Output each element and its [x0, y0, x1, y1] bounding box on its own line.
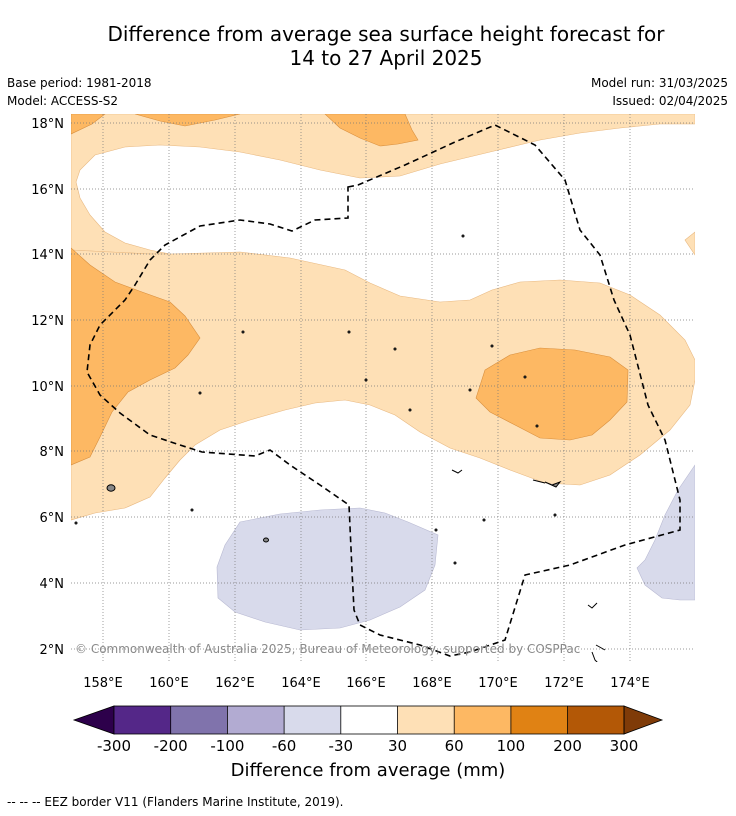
colorbar-bin [340, 706, 398, 734]
lon-label: 168°E [412, 676, 452, 691]
colorbar-tick: 30 [388, 737, 407, 755]
colorbar-bin [227, 706, 285, 734]
metadata-left: Base period: 1981-2018 Model: ACCESS-S2 [7, 74, 152, 110]
colorbar-tick: 60 [445, 737, 464, 755]
lat-label: 10°N [31, 380, 64, 395]
lat-label: 14°N [31, 248, 64, 263]
map-title: Difference from average sea surface heig… [0, 22, 736, 70]
colorbar-bin [454, 706, 511, 734]
lon-label: 160°E [149, 676, 189, 691]
lat-label: 16°N [31, 183, 64, 198]
lon-label: 172°E [544, 676, 584, 691]
model-run-text: Model run: 31/03/2025 [590, 76, 728, 90]
eez-border [86, 124, 681, 657]
eez-footnote: -- -- -- EEZ border V11 (Flanders Marine… [7, 795, 344, 809]
lat-label: 6°N [40, 511, 65, 526]
colorbar-tick: -200 [154, 737, 188, 755]
colorbar: -300 -200 -100 -60 -30 30 60 100 200 300 [72, 705, 664, 755]
colorbar-label: Difference from average (mm) [230, 760, 506, 781]
colorbar-bin [170, 706, 228, 734]
colorbar-tick: -100 [210, 737, 244, 755]
model-text: Model: ACCESS-S2 [7, 94, 119, 108]
anomaly-contour-60-100-top-left [71, 114, 106, 135]
anomaly-contour-30-60-north [71, 114, 695, 255]
colorbar-bin [567, 706, 624, 734]
colorbar-extend-low [72, 705, 115, 735]
anomaly-contour-60-100-top-right [324, 114, 419, 147]
islands [74, 234, 606, 662]
colorbar-dividers [170, 706, 568, 734]
anomaly-contour-60-100-west [71, 247, 201, 466]
lat-label: 4°N [40, 577, 65, 592]
longitude-labels: 158°E 160°E 162°E 164°E 166°E 168°E 170°… [83, 676, 650, 691]
base-period-text: Base period: 1981-2018 [7, 76, 152, 90]
colorbar-bin [397, 706, 455, 734]
colorbar-bin [510, 706, 568, 734]
colorbar-tick: 300 [610, 737, 639, 755]
copyright-text: © Commonwealth of Australia 2025, Bureau… [75, 642, 580, 656]
colorbar-tick: -300 [97, 737, 131, 755]
colorbar-tick: 200 [553, 737, 582, 755]
metadata-right: Model run: 31/03/2025 Issued: 02/04/2025 [591, 74, 728, 110]
lon-label: 170°E [478, 676, 518, 691]
title-line-1: Difference from average sea surface heig… [107, 22, 665, 46]
latitude-labels: 18°N 16°N 14°N 12°N 10°N 8°N 6°N 4°N 2°N [31, 117, 64, 658]
colorbar-tick: -30 [329, 737, 354, 755]
lat-label: 2°N [40, 643, 65, 658]
colorbar-tick-labels: -300 -200 -100 -60 -30 30 60 100 200 300 [97, 737, 638, 755]
map-gridlines [71, 114, 695, 662]
colorbar-extend-high [623, 705, 664, 735]
issued-text: Issued: 02/04/2025 [612, 94, 728, 108]
colorbar-outline [113, 705, 625, 735]
lon-label: 174°E [610, 676, 650, 691]
anomaly-contour-30-60-central [71, 249, 695, 521]
map-area: © Commonwealth of Australia 2025, Bureau… [71, 114, 695, 662]
lon-label: 158°E [83, 676, 123, 691]
colorbar-tick: -60 [272, 737, 297, 755]
anomaly-contour-neg-30-60-south [216, 507, 439, 631]
colorbar-bin [284, 706, 341, 734]
anomaly-contour-60-100-east [475, 347, 629, 441]
lat-label: 8°N [40, 445, 65, 460]
lon-label: 162°E [215, 676, 255, 691]
lat-label: 12°N [31, 314, 64, 329]
colorbar-bin [114, 706, 171, 734]
colorbar-tick: 100 [497, 737, 526, 755]
lon-label: 166°E [346, 676, 386, 691]
title-line-2: 14 to 27 April 2025 [289, 46, 483, 70]
anomaly-contour-30-60-east [684, 231, 695, 256]
lat-label: 18°N [31, 117, 64, 132]
lon-label: 164°E [281, 676, 321, 691]
